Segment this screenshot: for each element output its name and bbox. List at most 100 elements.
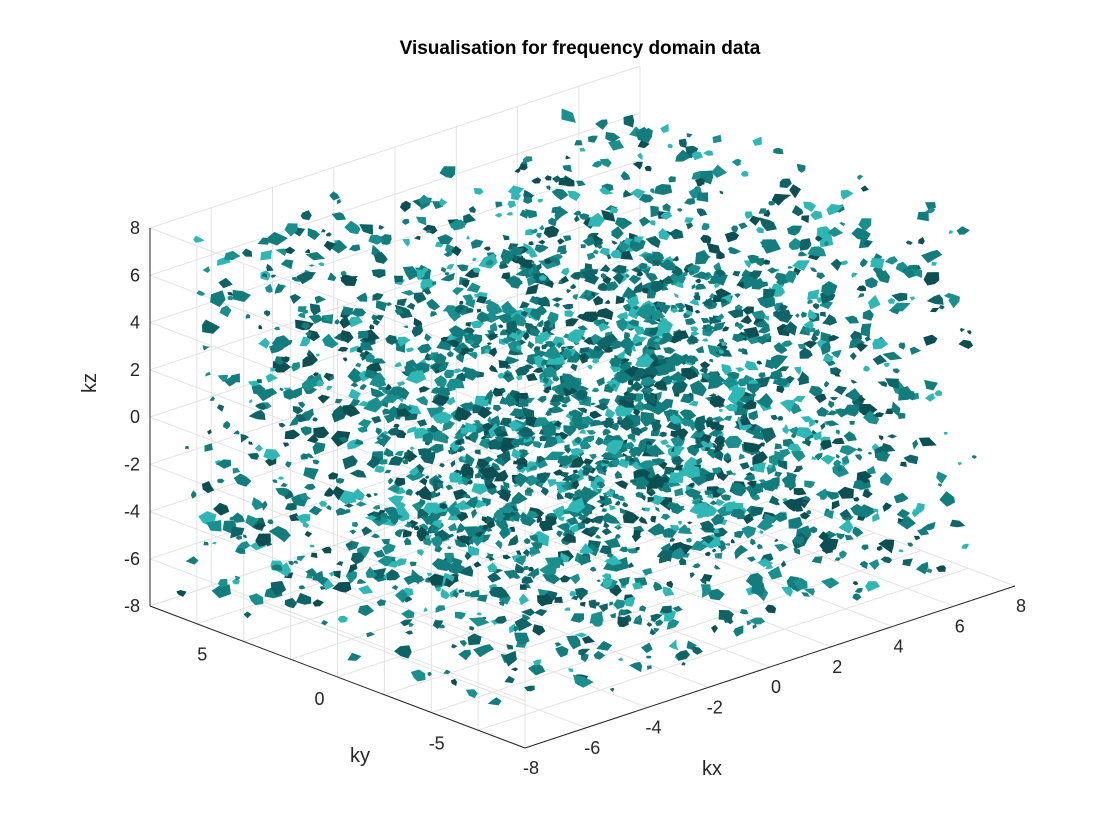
isosurface-blob xyxy=(449,472,463,483)
isosurface-blob xyxy=(515,555,526,566)
isosurface-blob xyxy=(719,299,727,304)
isosurface-blob xyxy=(916,265,922,270)
isosurface-blob xyxy=(767,566,783,580)
isosurface-blob xyxy=(615,217,633,230)
isosurface-blob xyxy=(903,390,915,401)
isosurface-blob xyxy=(408,519,419,529)
isosurface-blob xyxy=(526,372,538,382)
isosurface-blob xyxy=(935,565,946,572)
isosurface-blob xyxy=(586,430,597,435)
x-axis-label: kx xyxy=(702,758,722,780)
isosurface-blob xyxy=(340,273,358,286)
isosurface-blob xyxy=(688,400,699,407)
isosurface-blob xyxy=(818,234,834,248)
isosurface-blob xyxy=(659,555,669,564)
isosurface-blob xyxy=(752,451,768,465)
isosurface-blob xyxy=(622,294,628,298)
isosurface-blob xyxy=(609,601,614,606)
isosurface-blob xyxy=(644,255,656,265)
isosurface-blob xyxy=(211,584,231,599)
isosurface-blob xyxy=(588,599,597,609)
isosurface-blob xyxy=(720,544,726,553)
isosurface-blob xyxy=(682,272,688,277)
isosurface-blob xyxy=(880,556,893,564)
isosurface-blob xyxy=(255,403,267,411)
isosurface-blob xyxy=(943,431,948,435)
isosurface-blob xyxy=(324,487,335,497)
isosurface-blob xyxy=(551,254,563,260)
isosurface-blob xyxy=(587,364,593,370)
isosurface-blob xyxy=(826,490,835,501)
isosurface-blob xyxy=(534,244,549,253)
x-tick-label: 0 xyxy=(771,677,781,697)
isosurface-blob xyxy=(355,362,362,368)
isosurface-blob xyxy=(820,440,832,451)
isosurface-blob xyxy=(586,291,592,297)
isosurface-blob xyxy=(917,211,929,222)
isosurface-blob xyxy=(673,281,684,289)
isosurface-blob xyxy=(831,500,840,510)
isosurface-blob xyxy=(481,516,488,523)
isosurface-blob xyxy=(627,307,641,320)
chart-title: Visualisation for frequency domain data xyxy=(400,38,761,59)
isosurface-blob xyxy=(529,534,539,543)
isosurface-blob xyxy=(771,193,792,206)
isosurface-blob xyxy=(304,483,316,490)
isosurface-blob xyxy=(570,283,577,290)
isosurface-blob xyxy=(515,374,523,381)
isosurface-blob xyxy=(374,493,378,497)
isosurface-blob xyxy=(660,439,669,445)
isosurface-blob xyxy=(730,482,748,495)
isosurface-blob xyxy=(782,498,800,512)
isosurface-blob xyxy=(825,314,837,326)
isosurface-blob xyxy=(660,123,669,134)
isosurface-blob xyxy=(622,452,628,457)
isosurface-blob xyxy=(249,398,253,404)
isosurface-blob xyxy=(601,465,607,471)
isosurface-blob xyxy=(913,535,921,541)
isosurface-blob xyxy=(564,444,570,450)
isosurface-blob xyxy=(746,480,757,489)
isosurface-blob xyxy=(779,399,796,413)
isosurface-blob xyxy=(579,543,595,554)
isosurface-blob xyxy=(430,311,438,317)
isosurface-blob xyxy=(594,402,609,411)
isosurface-blob xyxy=(379,512,389,518)
isosurface-blob xyxy=(611,458,620,468)
isosurface-blob xyxy=(694,178,705,185)
isosurface-blob xyxy=(702,324,707,329)
isosurface-blob xyxy=(791,432,796,439)
isosurface-blob xyxy=(323,240,336,251)
isosurface-blob xyxy=(604,537,621,548)
x-tick-label: -2 xyxy=(707,697,723,717)
isosurface-blob xyxy=(277,476,285,480)
isosurface-blob xyxy=(373,319,381,326)
isosurface-blob xyxy=(631,533,642,543)
isosurface-blob xyxy=(303,453,314,459)
isosurface-blob xyxy=(757,336,767,345)
isosurface-blob xyxy=(591,482,600,491)
isosurface-blob xyxy=(559,575,571,583)
isosurface-blob xyxy=(536,595,550,607)
grid-line xyxy=(290,496,781,660)
x-tick-label: -4 xyxy=(645,718,661,738)
isosurface-blob xyxy=(756,543,763,550)
isosurface-blob xyxy=(681,367,699,380)
isosurface-blob xyxy=(243,611,252,619)
isosurface-blob xyxy=(348,316,363,328)
isosurface-blob xyxy=(387,482,400,493)
isosurface-blob xyxy=(469,342,481,349)
isosurface-blob xyxy=(834,385,848,395)
isosurface-blob xyxy=(602,491,608,497)
isosurface-blob xyxy=(644,572,649,576)
isosurface-blob xyxy=(403,325,409,329)
isosurface-blob xyxy=(602,578,614,589)
isosurface-blob xyxy=(387,561,401,568)
grid-line xyxy=(431,550,922,713)
isosurface-blob xyxy=(605,417,614,429)
isosurface-blob xyxy=(507,200,516,209)
isosurface-blob xyxy=(695,250,710,265)
isosurface-blob xyxy=(545,280,554,289)
isosurface-blob xyxy=(677,208,682,212)
isosurface-blob xyxy=(671,455,683,466)
